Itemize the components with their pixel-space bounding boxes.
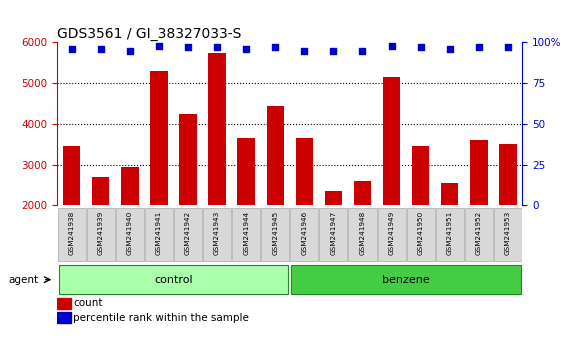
Text: agent: agent [9,275,39,285]
Bar [179,114,196,205]
Point [242,46,251,52]
Bar [441,183,459,205]
Point [329,48,338,53]
Bar [465,208,493,261]
Bar [208,53,226,205]
Text: count: count [74,298,103,308]
Bar [494,208,522,261]
Text: GSM241938: GSM241938 [69,211,75,255]
Point [300,48,309,53]
Bar [150,71,168,205]
Text: benzene: benzene [382,275,430,285]
Point [358,48,367,53]
Bar [348,208,376,261]
Bar [470,140,488,205]
Point [387,43,396,48]
Text: GSM241946: GSM241946 [301,211,307,255]
Bar [261,208,289,261]
Bar [116,208,144,261]
Text: GSM241947: GSM241947 [331,211,336,255]
Bar [377,208,405,261]
Text: GSM241942: GSM241942 [185,211,191,255]
Bar [291,266,521,294]
Bar [319,208,348,261]
Point [125,48,134,53]
Bar [87,208,115,261]
Bar [121,167,139,205]
Text: GSM241939: GSM241939 [98,211,104,255]
Bar [290,208,319,261]
Bar [57,312,71,323]
Text: GSM241952: GSM241952 [476,211,482,255]
Bar [57,298,71,309]
Bar [412,146,429,205]
Point [212,45,222,50]
Bar [232,208,260,261]
Bar [436,208,464,261]
Point [271,45,280,50]
Point [445,46,455,52]
Text: GSM241943: GSM241943 [214,211,220,255]
Text: GSM241949: GSM241949 [389,211,395,255]
Text: GDS3561 / GI_38327033-S: GDS3561 / GI_38327033-S [57,28,242,41]
Text: GSM241948: GSM241948 [360,211,365,255]
Bar [58,208,86,261]
Text: GSM241945: GSM241945 [272,211,278,255]
Bar [267,105,284,205]
Point [183,45,192,50]
Bar [238,138,255,205]
Text: GSM241940: GSM241940 [127,211,133,255]
Bar [63,146,81,205]
Point [67,46,76,52]
Bar [325,191,342,205]
Text: control: control [154,275,193,285]
Bar [296,138,313,205]
Bar [383,77,400,205]
Point [504,45,513,50]
Point [154,43,163,48]
Bar [354,181,371,205]
Text: GSM241941: GSM241941 [156,211,162,255]
Text: GSM241950: GSM241950 [417,211,424,255]
Bar [59,266,288,294]
Text: percentile rank within the sample: percentile rank within the sample [74,313,250,322]
Bar [499,144,517,205]
Point [96,46,105,52]
Point [475,45,484,50]
Bar [203,208,231,261]
Bar [407,208,435,261]
Text: GSM241951: GSM241951 [447,211,453,255]
Text: GSM241953: GSM241953 [505,211,511,255]
Bar [145,208,173,261]
Point [416,45,425,50]
Text: GSM241944: GSM241944 [243,211,249,255]
Bar [174,208,202,261]
Bar [92,177,110,205]
